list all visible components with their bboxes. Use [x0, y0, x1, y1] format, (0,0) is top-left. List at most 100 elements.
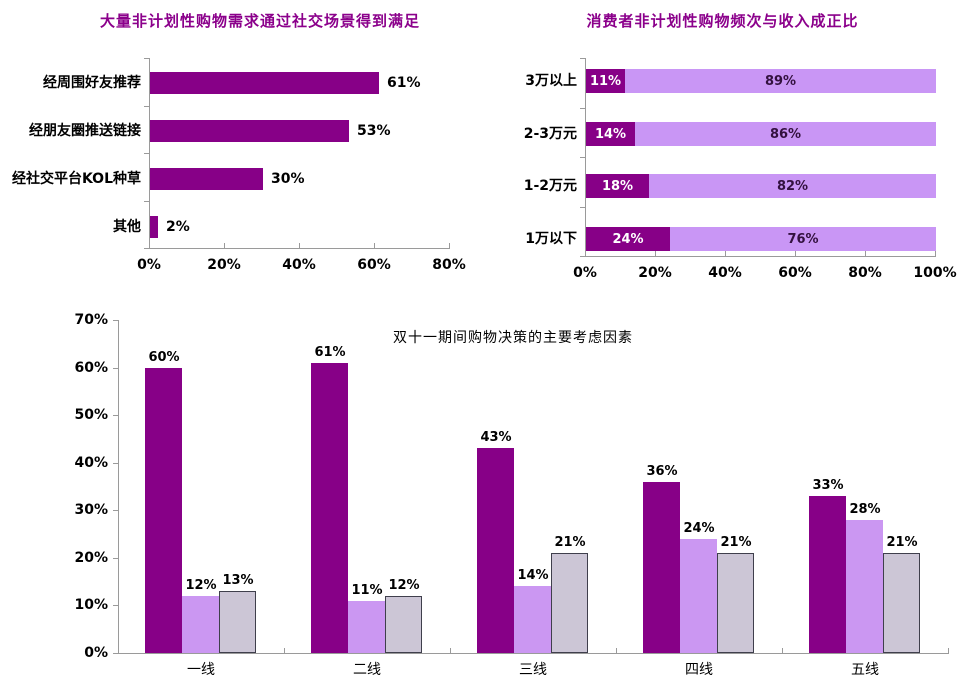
y-axis-tick	[113, 320, 118, 321]
category-label: 1-2万元	[523, 178, 577, 194]
y-axis-tick	[113, 653, 118, 654]
value-label: 11%	[351, 583, 383, 598]
x-tick-label: 20%	[207, 257, 241, 273]
value-label: 61%	[314, 345, 346, 360]
bar-segment-dark: 24%	[586, 227, 670, 251]
bar-series-3	[883, 553, 920, 653]
category-label: 经周围好友推荐	[43, 75, 141, 91]
bar-series-2	[514, 586, 551, 653]
x-axis-tick	[865, 251, 866, 256]
bar	[150, 168, 263, 190]
chart-income-frequency: 消费者非计划性购物频次与收入成正比 3万以上 11% 89% 2-3万元 14% 86% 1…	[480, 0, 957, 296]
x-axis-tick	[149, 243, 150, 248]
x-tick-label: 20%	[638, 265, 672, 281]
category-label: 经社交平台KOL种草	[11, 171, 141, 187]
y-axis-tick	[144, 201, 149, 202]
bar-segment-light: 86%	[635, 122, 936, 146]
bar-series-3	[219, 591, 256, 653]
y-tick-label: 0%	[84, 645, 108, 661]
x-axis-tick	[616, 648, 617, 653]
y-axis-tick	[580, 108, 585, 109]
category-label: 三线	[519, 662, 547, 678]
bar-segment-dark: 14%	[586, 122, 635, 146]
y-tick-label: 10%	[74, 597, 108, 613]
value-label: 43%	[480, 430, 512, 445]
bar-series-1	[145, 368, 182, 653]
y-axis-tick	[113, 510, 118, 511]
y-axis-tick	[144, 248, 149, 249]
y-axis-tick	[144, 153, 149, 154]
y-axis-tick	[113, 415, 118, 416]
category-label: 五线	[851, 662, 879, 678]
value-label: 13%	[222, 573, 254, 588]
bar-series-2	[680, 539, 717, 653]
value-label: 12%	[185, 578, 217, 593]
category-label: 3万以上	[525, 73, 577, 89]
x-axis-tick	[299, 243, 300, 248]
y-axis-tick	[113, 368, 118, 369]
value-label: 21%	[886, 535, 918, 550]
y-axis-tick	[144, 58, 149, 59]
value-label: 2%	[166, 219, 190, 235]
bar-segment-light: 82%	[649, 174, 936, 198]
value-label: 60%	[148, 350, 180, 365]
x-tick-label: 40%	[708, 265, 742, 281]
value-label: 12%	[388, 578, 420, 593]
axis-frame	[149, 58, 450, 249]
chart-title-income: 消费者非计划性购物频次与收入成正比	[586, 12, 859, 30]
x-axis-tick	[118, 648, 119, 653]
category-label: 经朋友圈推送链接	[29, 123, 141, 139]
bar-segment-dark: 18%	[586, 174, 649, 198]
value-label: 36%	[646, 464, 678, 479]
value-label: 21%	[720, 535, 752, 550]
y-axis-tick	[580, 157, 585, 158]
x-axis-tick	[782, 648, 783, 653]
chart-title-double11: 双十一期间购物决策的主要考虑因素	[393, 330, 633, 346]
category-label: 其他	[113, 219, 141, 235]
bar-segment-light: 76%	[670, 227, 936, 251]
x-axis-tick	[450, 648, 451, 653]
x-axis-tick	[795, 251, 796, 256]
value-label: 14%	[517, 568, 549, 583]
x-axis-tick	[449, 243, 450, 248]
chart-title-social: 大量非计划性购物需求通过社交场景得到满足	[99, 12, 420, 30]
value-label: 21%	[554, 535, 586, 550]
bar-series-1	[311, 363, 348, 653]
y-axis-tick	[113, 605, 118, 606]
y-tick-label: 60%	[74, 360, 108, 376]
x-axis-tick	[374, 243, 375, 248]
x-tick-label: 60%	[357, 257, 391, 273]
x-axis-tick	[948, 648, 949, 653]
y-axis-tick	[580, 256, 585, 257]
y-axis-tick	[580, 207, 585, 208]
x-tick-label: 0%	[573, 265, 597, 281]
bar	[150, 216, 158, 238]
value-label: 30%	[271, 171, 305, 187]
value-label: 28%	[849, 502, 881, 517]
y-axis-tick	[113, 463, 118, 464]
x-tick-label: 60%	[778, 265, 812, 281]
bar-series-3	[551, 553, 588, 653]
category-label: 一线	[187, 662, 215, 678]
x-tick-label: 40%	[282, 257, 316, 273]
x-tick-label: 100%	[913, 265, 957, 281]
bar-series-2	[348, 601, 385, 653]
bar-series-3	[385, 596, 422, 653]
y-tick-label: 70%	[74, 312, 108, 328]
value-label: 61%	[387, 75, 421, 91]
x-axis-tick	[655, 251, 656, 256]
y-axis-tick	[580, 58, 585, 59]
bar-segment-light: 89%	[625, 69, 936, 93]
axis-frame	[585, 58, 936, 257]
y-tick-label: 20%	[74, 550, 108, 566]
value-label: 33%	[812, 478, 844, 493]
bar-series-1	[809, 496, 846, 653]
x-axis-tick	[284, 648, 285, 653]
bar-series-1	[477, 448, 514, 653]
chart-double11-factors: 双十一期间购物决策的主要考虑因素 0% 10% 20% 30% 40% 50% 60% 70%…	[0, 300, 957, 684]
y-tick-label: 50%	[74, 407, 108, 423]
x-axis-tick	[935, 251, 936, 256]
bar-series-1	[643, 482, 680, 653]
x-tick-label: 80%	[432, 257, 466, 273]
